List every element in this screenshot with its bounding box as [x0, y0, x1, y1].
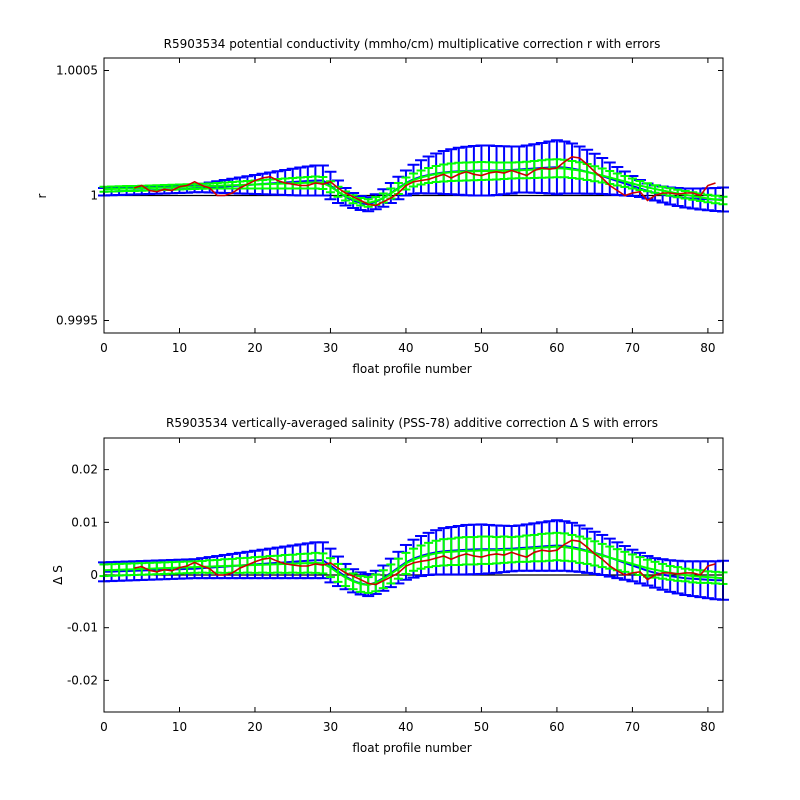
chart-r-axis-ticks: 0 10 20 30 40 50 60 70 80 0.9995 1 1.0005 — [56, 58, 723, 355]
chart-r-ylabel: r — [35, 193, 49, 198]
chart-dS-plot-area: 0 10 20 30 40 50 60 70 80 -0.02 -0.01 0 0.01 0.02 — [67, 437, 729, 734]
chart-dS-ylabel: Δ S — [51, 565, 65, 585]
chart-r-xtick-label: 80 — [700, 341, 715, 355]
chart-dS-xtick-label: 40 — [398, 720, 413, 734]
chart-dS-xtick-label: 20 — [247, 720, 262, 734]
chart-r-xtick-label: 0 — [100, 341, 108, 355]
chart-dS-ytick-label: 0.01 — [71, 515, 98, 529]
chart-dS-series-1-line — [103, 545, 724, 587]
chart-r-xtick-label: 70 — [625, 341, 640, 355]
chart-dS-xtick-label: 60 — [549, 720, 564, 734]
chart-r-xlabel: float profile number — [352, 362, 471, 376]
chart-r-series-1-line — [103, 167, 724, 205]
chart-r-xtick-label: 60 — [549, 341, 564, 355]
chart-r-title: R5903534 potential conductivity (mmho/cm… — [164, 37, 661, 51]
chart-r-ytick-label: 1 — [90, 189, 98, 203]
chart-dS-axes-box — [103, 437, 724, 713]
chart-dS-ytick-label: 0 — [90, 568, 98, 582]
chart-r-plot-area: 0 10 20 30 40 50 60 70 80 0.9995 1 1.0005 — [56, 57, 729, 355]
chart-dS-xtick-label: 10 — [172, 720, 187, 734]
chart-r-xtick-label: 50 — [474, 341, 489, 355]
chart-dS-axis-ticks: 0 10 20 30 40 50 60 70 80 -0.02 -0.01 0 0.01 0.02 — [67, 438, 723, 734]
chart-dS-title: R5903534 vertically-averaged salinity (P… — [166, 416, 658, 430]
chart-dS: R5903534 vertically-averaged salinity (P… — [51, 416, 729, 755]
chart-r-series-1 — [99, 158, 728, 208]
chart-dS-xtick-label: 0 — [100, 720, 108, 734]
chart-dS-xtick-label: 80 — [700, 720, 715, 734]
chart-dS-xtick-label: 50 — [474, 720, 489, 734]
chart-dS-xtick-label: 30 — [323, 720, 338, 734]
chart-r-xtick-label: 10 — [172, 341, 187, 355]
chart-r-ytick-label: 0.9995 — [56, 314, 98, 328]
chart-dS-xtick-label: 70 — [625, 720, 640, 734]
chart-r-xtick-label: 20 — [247, 341, 262, 355]
chart-r-axes-box — [103, 57, 724, 334]
chart-r-xtick-label: 40 — [398, 341, 413, 355]
chart-dS-ytick-label: -0.02 — [67, 673, 98, 687]
chart-dS-red-line — [134, 539, 716, 586]
chart-r-red-line — [133, 155, 716, 207]
chart-r: R5903534 potential conductivity (mmho/cm… — [35, 37, 729, 376]
chart-r-ytick-label: 1.0005 — [56, 64, 98, 78]
chart-dS-ytick-label: -0.01 — [67, 621, 98, 635]
chart-dS-xlabel: float profile number — [352, 741, 471, 755]
chart-r-xtick-label: 30 — [323, 341, 338, 355]
chart-dS-ytick-label: 0.02 — [71, 463, 98, 477]
